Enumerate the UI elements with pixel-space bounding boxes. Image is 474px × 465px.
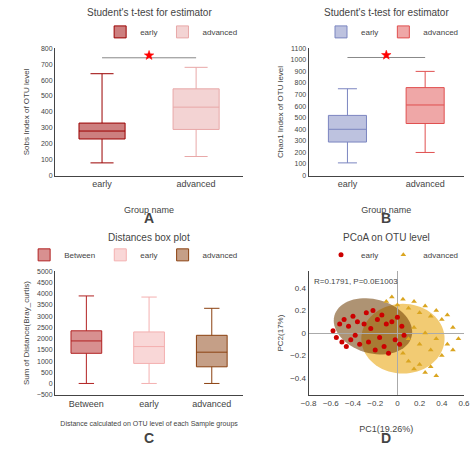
svg-text:800: 800 [41,45,53,52]
svg-text:Chao1 Index of OTU level: Chao1 Index of OTU level [276,66,285,158]
svg-text:early: early [361,251,378,260]
svg-text:early: early [140,28,157,37]
svg-text:4000: 4000 [37,290,53,297]
svg-text:1000: 1000 [291,56,307,63]
svg-text:early: early [92,179,112,189]
svg-text:800: 800 [294,79,306,86]
svg-text:100: 100 [41,156,53,163]
svg-text:advanced: advanced [406,179,445,189]
svg-text:0: 0 [49,380,53,387]
svg-text:0.4: 0.4 [295,284,307,293]
svg-text:advanced: advanced [177,179,216,189]
svg-text:0: 0 [395,399,400,408]
svg-text:−0.8: −0.8 [301,399,317,408]
svg-text:600: 600 [41,77,53,84]
svg-text:200: 200 [294,149,306,156]
svg-text:Distance calculated on OTU lev: Distance calculated on OTU level of each… [60,420,238,428]
svg-text:3000: 3000 [37,313,53,320]
svg-text:Distances box plot: Distances box plot [108,232,190,243]
svg-text:300: 300 [294,137,306,144]
svg-text:Between: Between [69,399,104,409]
svg-text:PCoA on OTU level: PCoA on OTU level [343,232,430,243]
svg-text:0.2: 0.2 [295,306,307,315]
svg-text:400: 400 [294,126,306,133]
svg-text:500: 500 [41,369,53,376]
svg-text:0.2: 0.2 [414,399,426,408]
svg-text:200: 200 [41,140,53,147]
svg-text:1000: 1000 [37,358,53,365]
svg-text:1500: 1500 [37,346,53,353]
svg-text:500: 500 [41,92,53,99]
svg-text:Student's t-test for estimator: Student's t-test for estimator [87,7,212,18]
svg-text:−0.2: −0.2 [367,399,383,408]
svg-text:B: B [381,210,391,226]
svg-text:Sobs Index of OTU level: Sobs Index of OTU level [22,68,31,155]
svg-text:600: 600 [294,103,306,110]
svg-text:R=0.1791, P=0.0E1003: R=0.1791, P=0.0E1003 [314,277,398,286]
svg-text:PC2(17%): PC2(17%) [276,314,285,351]
svg-text:300: 300 [41,124,53,131]
svg-text:early: early [139,399,159,409]
svg-text:early: early [140,251,157,260]
svg-text:3500: 3500 [37,301,53,308]
svg-text:Sum of Distance(Bray_curtis): Sum of Distance(Bray_curtis) [22,281,31,385]
svg-text:A: A [144,210,154,226]
svg-text:0.4: 0.4 [436,399,448,408]
svg-text:Student's t-test for estimator: Student's t-test for estimator [324,7,449,18]
svg-text:4500: 4500 [37,279,53,286]
svg-text:advanced: advanced [203,251,238,260]
svg-text:−0.4: −0.4 [345,399,361,408]
svg-text:0: 0 [49,172,53,179]
svg-text:−0.2: −0.2 [290,351,306,360]
svg-text:Group name: Group name [361,205,411,215]
svg-text:advanced: advanced [202,28,237,37]
svg-text:400: 400 [41,108,53,115]
svg-text:2000: 2000 [37,335,53,342]
svg-text:D: D [381,430,391,446]
svg-text:0: 0 [302,329,307,338]
svg-text:−0.4: −0.4 [290,374,306,383]
svg-text:advanced: advanced [192,399,231,409]
svg-text:PC1(19.26%): PC1(19.26%) [359,424,413,434]
svg-text:advanced: advanced [423,28,458,37]
svg-text:advanced: advanced [423,251,458,260]
svg-text:−500: −500 [37,391,53,398]
svg-text:700: 700 [41,61,53,68]
svg-text:500: 500 [294,114,306,121]
svg-text:early: early [361,28,378,37]
svg-text:Between: Between [64,251,95,260]
svg-text:−0.6: −0.6 [323,399,339,408]
svg-text:700: 700 [294,91,306,98]
svg-text:Group name: Group name [124,205,174,215]
svg-text:C: C [144,430,154,446]
svg-text:100: 100 [294,160,306,167]
svg-text:2500: 2500 [37,324,53,331]
svg-text:900: 900 [294,68,306,75]
svg-text:0: 0 [302,172,306,179]
svg-text:early: early [338,179,358,189]
svg-text:0.6: 0.6 [458,399,470,408]
svg-text:5000: 5000 [37,268,53,275]
svg-text:1100: 1100 [291,45,306,52]
